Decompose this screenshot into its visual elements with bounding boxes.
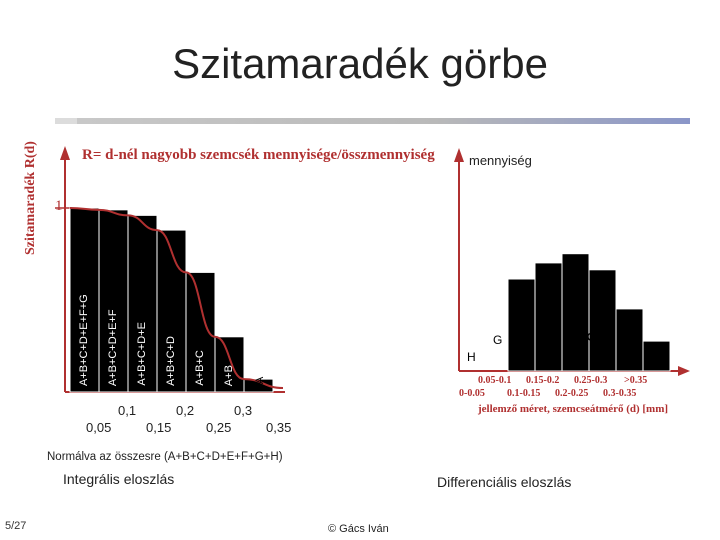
differential-x-tick-upper: 0.05-0.1 <box>478 375 512 386</box>
title-divider-accent <box>55 118 77 124</box>
differential-bar-label: G <box>493 333 503 347</box>
title-divider <box>55 118 690 124</box>
differential-x-tick-upper: 0.25-0.3 <box>574 375 608 386</box>
integral-bar-label: A+B+C <box>194 350 206 386</box>
differential-caption: Differenciális eloszlás <box>437 474 572 490</box>
differential-bar-label: H <box>467 350 476 364</box>
integral-formula: R= d-nél nagyobb szemcsék mennyisége/öss… <box>82 147 435 163</box>
differential-bar-label: C <box>587 330 596 344</box>
integral-curve <box>69 207 284 389</box>
differential-x-tick-lower: 0.3-0.35 <box>603 388 637 399</box>
differential-bar-label: E <box>537 318 546 332</box>
differential-bar-label: A <box>633 356 642 370</box>
integral-bar-label: A <box>254 376 266 384</box>
integral-x-tick-upper: 0,2 <box>176 403 195 418</box>
integral-caption: Integrális eloszlás <box>63 471 175 487</box>
integral-bar-label: A+B+C+D+E+F <box>107 309 119 386</box>
slide-title: Szitamaradék görbe <box>172 40 548 87</box>
differential-x-tick-lower: 0.1-0.15 <box>507 388 541 399</box>
integral-bar-label: A+B+C+D+E+F+G <box>78 294 90 386</box>
integral-bar <box>156 229 187 393</box>
copyright: © Gács Iván <box>328 523 389 535</box>
integral-y-arrow-icon <box>60 146 70 160</box>
integral-x-tick-upper: 0,3 <box>234 403 253 418</box>
integral-x-tick-lower: 0,05 <box>86 420 112 435</box>
integral-bar <box>243 378 274 393</box>
integral-bar-label: A+B+C+D <box>165 336 177 386</box>
integral-bar <box>185 271 216 393</box>
differential-x-arrow-icon <box>678 366 690 376</box>
page-number: 5/27 <box>5 520 27 532</box>
differential-bar <box>561 253 590 372</box>
differential-x-tick-lower: 0.2-0.25 <box>555 388 589 399</box>
differential-x-axis-label: jellemző méret, szemcseátmérő (d) [mm] <box>478 403 669 415</box>
differential-y-axis-label: mennyiség <box>469 153 532 168</box>
differential-bar-label: B <box>607 347 616 361</box>
differential-bar-label: D <box>563 322 572 336</box>
differential-x-tick-upper: 0.15-0.2 <box>526 375 560 386</box>
integral-x-tick-lower: 0,15 <box>146 420 172 435</box>
differential-bar <box>642 340 671 372</box>
differential-bar <box>615 308 644 372</box>
integral-x-tick-upper: 0,1 <box>118 403 137 418</box>
differential-bar <box>507 278 536 372</box>
differential-bar-label: F <box>515 323 523 337</box>
differential-x-tick-upper: >0.35 <box>624 375 648 386</box>
differential-x-tick-lower: 0-0.05 <box>459 388 485 399</box>
differential-bar <box>534 262 563 372</box>
integral-y-tick: 1 <box>55 198 63 214</box>
differential-y-arrow-icon <box>454 148 464 162</box>
integral-x-tick-lower: 0,25 <box>206 420 232 435</box>
integral-bar-label: A+B+C+D+E <box>136 322 148 386</box>
integral-bar-label: A+B <box>223 364 235 386</box>
integral-bar <box>214 336 245 393</box>
integral-x-tick-lower: 0,35 <box>266 420 292 435</box>
normalization-note: Normálva az összesre (A+B+C+D+E+F+G+H) <box>47 451 283 463</box>
